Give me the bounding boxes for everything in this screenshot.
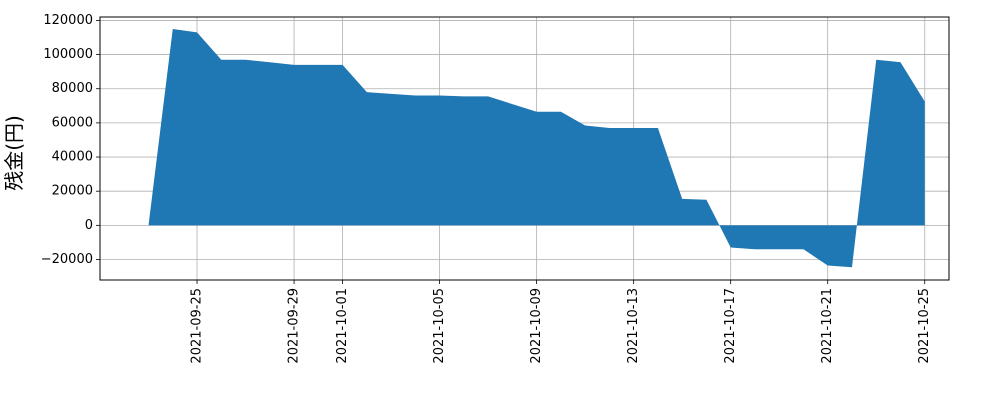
plot-frame [99,16,950,281]
y-axis-ticks: −20000 0 20000 40000 60000 80000 100000 120000 [41,13,100,267]
x-tick-label: 2021-10-25 [917,288,932,364]
y-tick-label: 80000 [52,81,93,96]
x-tick-label: 2021-10-01 [335,288,350,364]
x-tick-label: 2021-10-13 [626,288,641,364]
y-tick-label: −20000 [41,252,93,267]
x-tick-label: 2021-10-09 [529,288,544,364]
area-series [148,28,925,268]
y-axis-label: 残金(円) [2,115,26,191]
y-tick-label: 60000 [52,115,93,130]
axes-frame [99,16,950,281]
y-tick-label: 40000 [52,150,93,165]
y-tick-label: 0 [85,218,93,233]
x-tick-label: 2021-10-05 [432,288,447,364]
x-tick-label: 2021-10-17 [723,288,738,364]
x-tick-label: 2021-09-29 [287,288,302,364]
y-tick-label: 20000 [52,184,93,199]
x-tick-label: 2021-09-25 [190,288,205,364]
area-fill [148,28,925,268]
y-tick-label: 100000 [43,47,93,62]
y-tick-label: 120000 [43,13,93,28]
x-tick-label: 2021-10-21 [820,288,835,364]
x-axis-ticks: 2021-09-25 2021-09-29 2021-10-01 2021-10-05… [190,280,932,364]
